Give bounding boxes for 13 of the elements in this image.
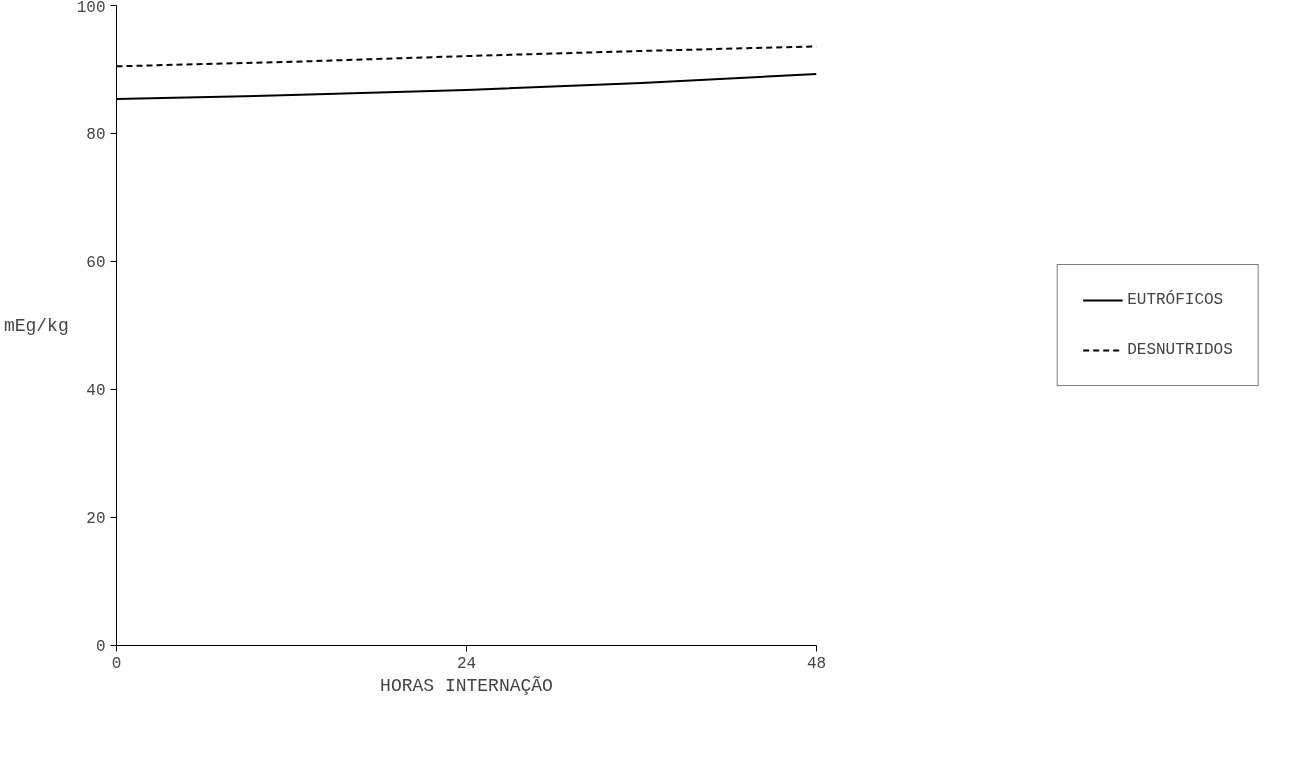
y-tick-label: 80 [86,126,106,144]
x-tick-label: 0 [111,654,122,673]
x-axis-title: HORAS INTERNAÇÃO [380,675,553,696]
legend-label: DESNUTRIDOS [1127,341,1233,359]
y-tick-label: 100 [76,0,106,17]
x-tick-label: 48 [806,654,827,673]
y-tick-label: 60 [86,254,106,272]
legend-label: EUTRÓFICOS [1127,291,1224,309]
y-tick-label: 0 [95,638,106,656]
x-tick-label: 24 [456,654,477,673]
y-tick-label: 40 [86,382,106,400]
y-axis-title: mEg/kg [3,315,69,336]
y-tick-label: 20 [86,510,106,528]
